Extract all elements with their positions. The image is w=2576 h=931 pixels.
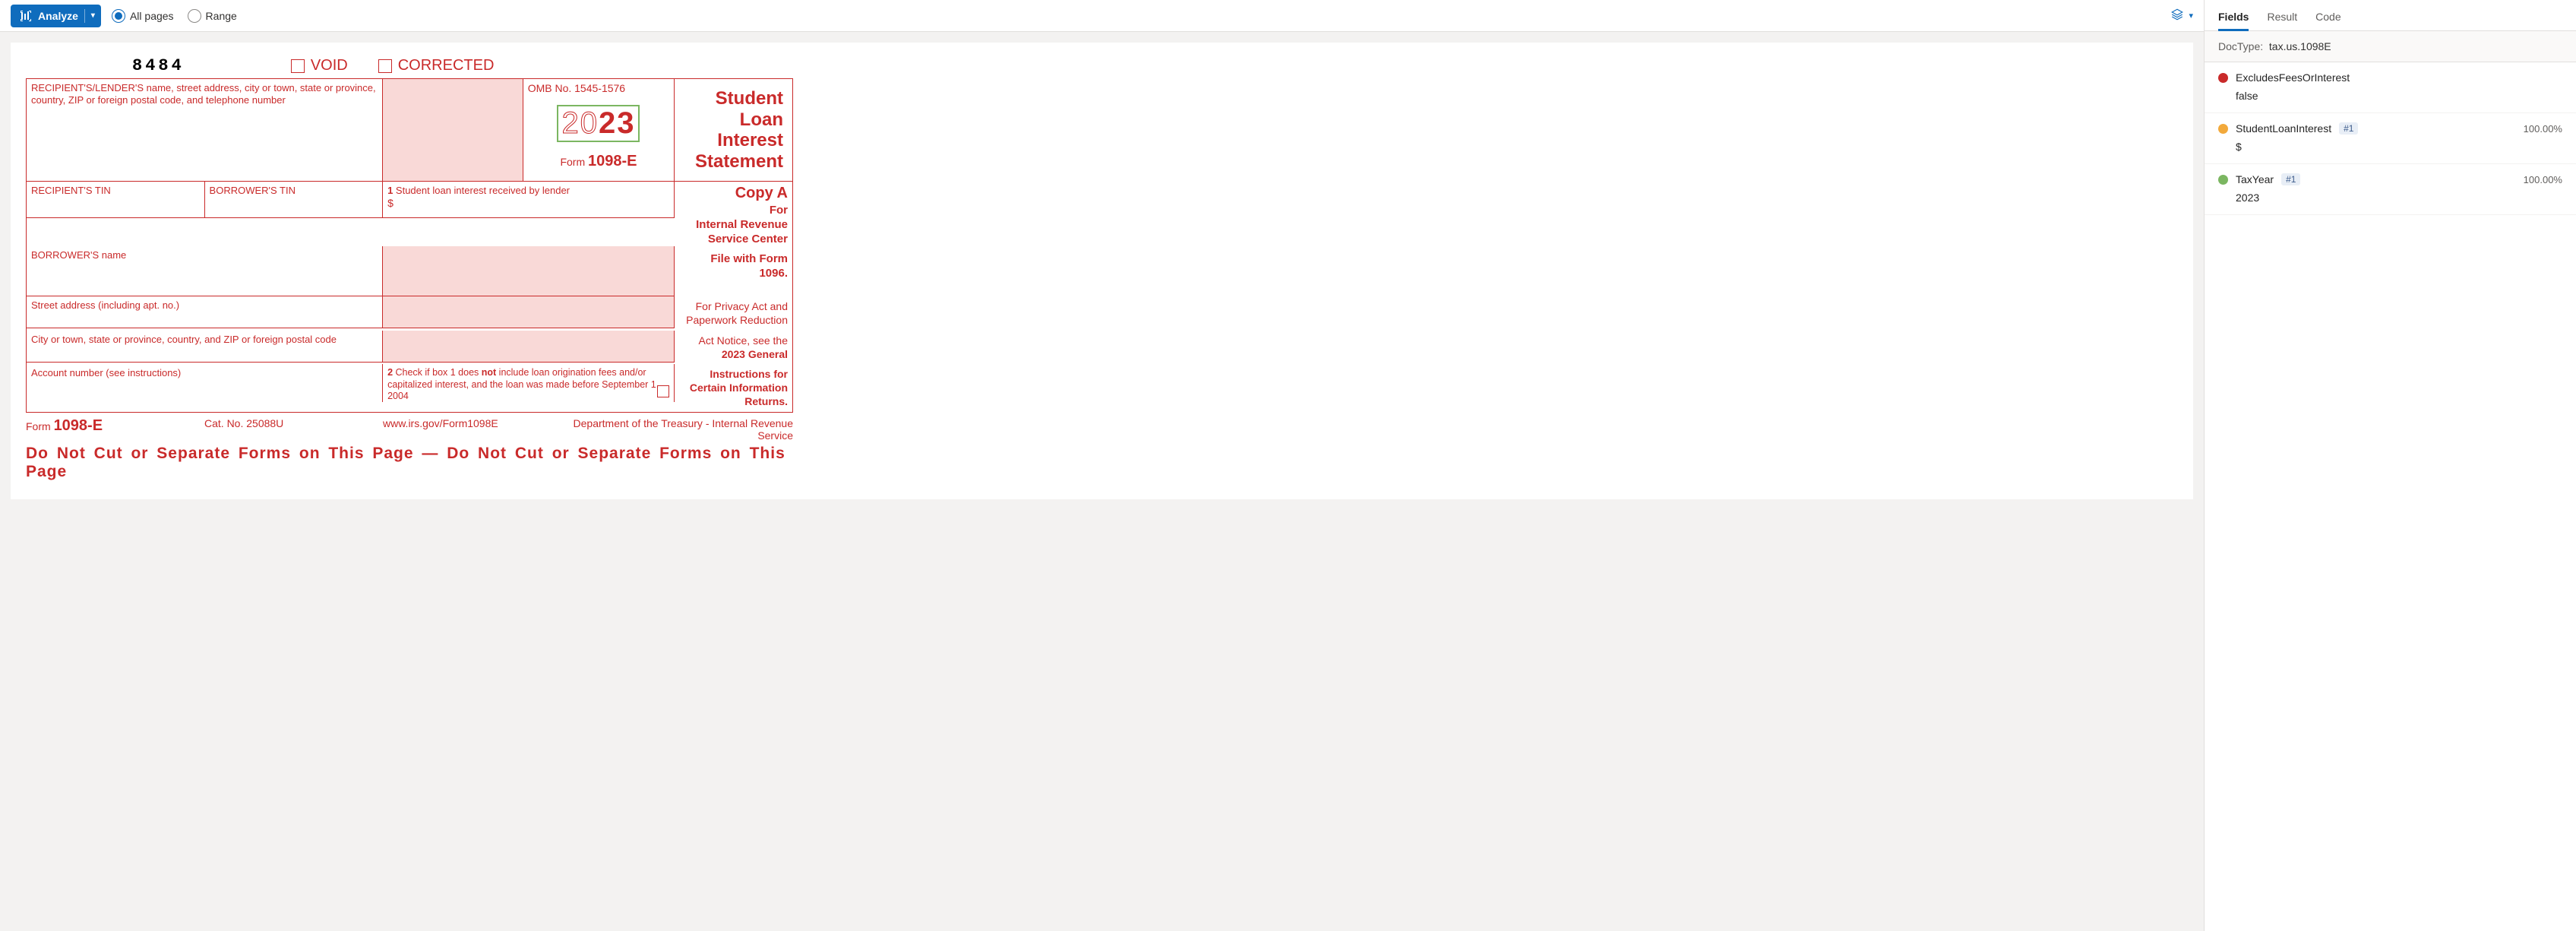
field-row[interactable]: ExcludesFeesOrInterest false	[2205, 62, 2576, 113]
field-row[interactable]: StudentLoanInterest #1 100.00% $	[2205, 113, 2576, 164]
do-not-cut-warning: Do Not Cut or Separate Forms on This Pag…	[26, 445, 793, 481]
fields-list: ExcludesFeesOrInterest false StudentLoan…	[2205, 62, 2576, 931]
form-1098e: 8484 VOID CORRECTED RECIPIENT'S/LENDER'S…	[26, 56, 2178, 481]
borrower-tin: BORROWER'S TIN	[205, 182, 384, 218]
form-title: StudentLoan InterestStatement	[675, 79, 792, 182]
tax-year: 2023	[557, 105, 640, 142]
box-2: 2 Check if box 1 does not include loan o…	[383, 364, 675, 402]
city-zip: City or town, state or province, country…	[27, 331, 383, 363]
color-dot-icon	[2218, 73, 2228, 83]
privacy-block-3: Instructions forCertain InformationRetur…	[675, 364, 792, 412]
radio-icon	[188, 9, 201, 23]
color-dot-icon	[2218, 124, 2228, 134]
radio-label: All pages	[130, 10, 174, 22]
field-badge: #1	[2339, 122, 2358, 135]
pink-block-3	[383, 296, 675, 328]
document-canvas[interactable]: 8484 VOID CORRECTED RECIPIENT'S/LENDER'S…	[0, 32, 2204, 931]
radio-range[interactable]: Range	[188, 9, 237, 23]
analyze-icon	[20, 10, 32, 22]
tab-fields[interactable]: Fields	[2218, 8, 2249, 31]
form-stamp: 8484	[132, 56, 185, 75]
field-confidence: 100.00%	[2524, 174, 2562, 185]
field-value: $	[2236, 141, 2562, 153]
field-name: TaxYear	[2236, 173, 2274, 185]
field-row[interactable]: TaxYear #1 100.00% 2023	[2205, 164, 2576, 215]
corrected-checkbox: CORRECTED	[378, 57, 495, 74]
doctype-row: DocType: tax.us.1098E	[2205, 31, 2576, 62]
pink-block-4	[383, 331, 675, 363]
borrower-name: BORROWER'S name	[27, 246, 383, 296]
account-number: Account number (see instructions)	[27, 364, 383, 402]
void-checkbox: VOID	[291, 57, 348, 74]
box-1: 1 Student loan interest received by lend…	[383, 182, 675, 218]
radio-all-pages[interactable]: All pages	[112, 9, 174, 23]
field-value: 2023	[2236, 192, 2562, 204]
box2-checkbox	[657, 385, 669, 397]
pink-block-2	[383, 246, 675, 296]
privacy-block-2: Act Notice, see the2023 General	[675, 331, 792, 364]
form-footer: Form 1098-E Cat. No. 25088U www.irs.gov/…	[26, 416, 793, 443]
page-range-radio-group: All pages Range	[112, 9, 237, 23]
recipient-tin: RECIPIENT'S TIN	[27, 182, 205, 218]
results-panel: Fields Result Code DocType: tax.us.1098E…	[2204, 0, 2576, 931]
omb-year-block: OMB No. 1545-1576 2023 Form 1098-E	[523, 79, 675, 182]
radio-label: Range	[206, 10, 237, 22]
street-address: Street address (including apt. no.)	[27, 296, 383, 328]
panel-tabs: Fields Result Code	[2205, 0, 2576, 31]
analyze-label: Analyze	[38, 10, 78, 22]
document-page: 8484 VOID CORRECTED RECIPIENT'S/LENDER'S…	[11, 43, 2193, 499]
tab-code[interactable]: Code	[2315, 8, 2341, 30]
privacy-block: For Privacy Act andPaperwork Reduction	[675, 296, 792, 330]
tab-result[interactable]: Result	[2267, 8, 2297, 30]
pink-block	[383, 79, 523, 182]
layers-icon	[2170, 8, 2184, 24]
layers-button[interactable]: ▾	[2170, 8, 2193, 24]
field-name: ExcludesFeesOrInterest	[2236, 71, 2350, 84]
color-dot-icon	[2218, 175, 2228, 185]
toolbar: Analyze ▾ All pages Range ▾	[0, 0, 2204, 32]
recipient-lender-block: RECIPIENT'S/LENDER'S name, street addres…	[27, 79, 383, 182]
file-with-block: File with Form 1096.	[675, 246, 792, 296]
copy-a-block: Copy A ForInternal RevenueService Center	[675, 182, 792, 246]
analyze-button[interactable]: Analyze ▾	[11, 5, 101, 27]
field-name: StudentLoanInterest	[2236, 122, 2331, 135]
chevron-down-icon: ▾	[91, 11, 95, 20]
divider	[84, 9, 85, 23]
chevron-down-icon: ▾	[2189, 11, 2193, 21]
field-value: false	[2236, 90, 2562, 102]
radio-icon	[112, 9, 125, 23]
field-confidence: 100.00%	[2524, 123, 2562, 135]
field-badge: #1	[2281, 173, 2300, 185]
